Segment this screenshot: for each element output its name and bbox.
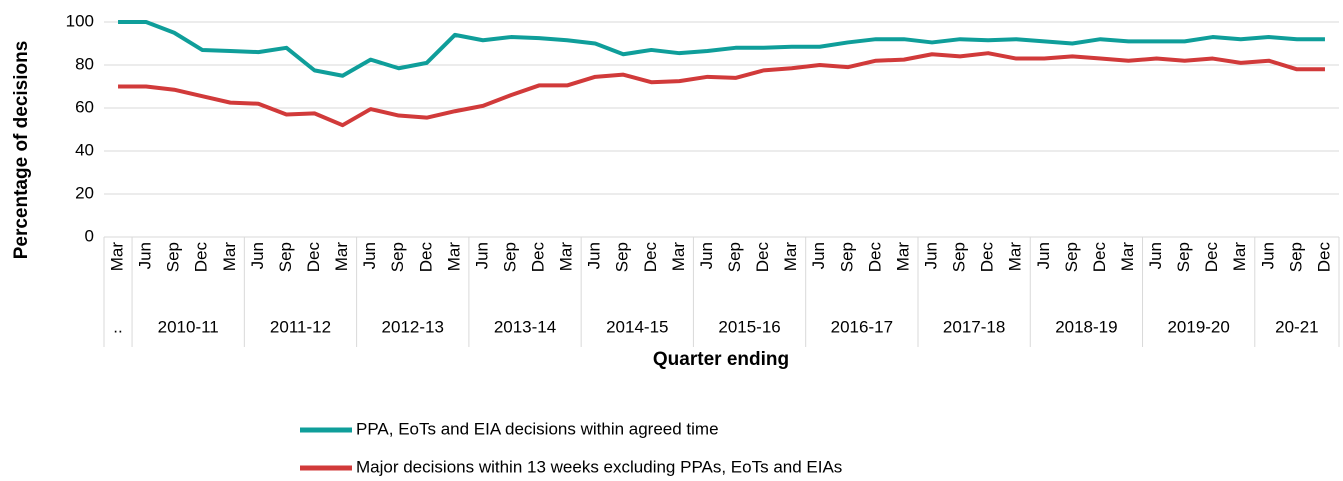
group-label: 20-21: [1275, 317, 1318, 336]
x-tick-label: Dec: [1314, 242, 1333, 273]
x-tick-label: Dec: [192, 242, 211, 273]
legend-label: PPA, EoTs and EIA decisions within agree…: [356, 419, 719, 438]
x-tick-label: Dec: [865, 242, 884, 273]
x-tick-label: Dec: [416, 242, 435, 273]
y-tick-label: 80: [75, 54, 94, 73]
x-tick-label: Jun: [697, 242, 716, 269]
x-tick-label: Dec: [641, 242, 660, 273]
group-label: 2018-19: [1055, 317, 1117, 336]
x-tick-label: Jun: [248, 242, 267, 269]
x-tick-label: Sep: [276, 242, 295, 272]
x-tick-label: Sep: [388, 242, 407, 272]
x-tick-label: Mar: [108, 242, 127, 272]
x-tick-label: Mar: [893, 242, 912, 272]
x-tick-label: Mar: [557, 242, 576, 272]
series-line: [118, 20, 1325, 78]
x-tick-label: Jun: [136, 242, 155, 269]
group-label: 2016-17: [831, 317, 893, 336]
x-tick-label: Sep: [1174, 242, 1193, 272]
x-tick-label: Mar: [444, 242, 463, 272]
group-label: 2011-12: [270, 317, 331, 336]
group-label: 2013-14: [494, 317, 556, 336]
series-line: [118, 51, 1325, 128]
x-tick-label: Jun: [1258, 242, 1277, 269]
group-label: 2014-15: [606, 317, 668, 336]
x-tick-label: Jun: [921, 242, 940, 269]
x-tick-label: Sep: [500, 242, 519, 272]
y-tick-label: 60: [75, 97, 94, 116]
x-tick-label: Sep: [725, 242, 744, 272]
x-tick-label: Jun: [1034, 242, 1053, 269]
group-label: 2010-11: [158, 317, 219, 336]
x-tick-label: Sep: [837, 242, 856, 272]
x-tick-label: Jun: [585, 242, 604, 269]
x-tick-label: Sep: [950, 242, 969, 272]
x-tick-label: Jun: [360, 242, 379, 269]
x-tick-label: Mar: [1006, 242, 1025, 272]
x-tick-label: Mar: [781, 242, 800, 272]
x-tick-label: Mar: [1118, 242, 1137, 272]
x-tick-label: Jun: [809, 242, 828, 269]
y-tick-label: 20: [75, 183, 94, 202]
x-tick-label: Sep: [164, 242, 183, 272]
y-axis-title: Percentage of decisions: [11, 41, 32, 260]
x-tick-label: Dec: [304, 242, 323, 273]
group-label: 2019-20: [1167, 317, 1229, 336]
x-tick-label: Dec: [978, 242, 997, 273]
x-tick-label: Sep: [613, 242, 632, 272]
x-tick-label: Mar: [1230, 242, 1249, 272]
legend-label: Major decisions within 13 weeks excludin…: [356, 457, 842, 476]
x-tick-label: Jun: [1146, 242, 1165, 269]
group-label: 2015-16: [718, 317, 780, 336]
x-tick-label: Sep: [1062, 242, 1081, 272]
x-tick-label: Dec: [529, 242, 548, 273]
group-label: 2017-18: [943, 317, 1005, 336]
y-tick-label: 100: [66, 11, 94, 30]
group-label: 2012-13: [382, 317, 444, 336]
x-tick-label: Dec: [1090, 242, 1109, 273]
group-label: ..: [113, 317, 122, 336]
x-tick-label: Mar: [220, 242, 239, 272]
y-tick-label: 0: [85, 226, 94, 245]
x-tick-label: Sep: [1286, 242, 1305, 272]
x-tick-label: Mar: [669, 242, 688, 272]
x-tick-label: Dec: [753, 242, 772, 273]
x-tick-label: Jun: [472, 242, 491, 269]
x-axis-title: Quarter ending: [653, 349, 789, 370]
x-tick-label: Dec: [1202, 242, 1221, 273]
x-tick-label: Mar: [332, 242, 351, 272]
y-tick-label: 40: [75, 140, 94, 159]
